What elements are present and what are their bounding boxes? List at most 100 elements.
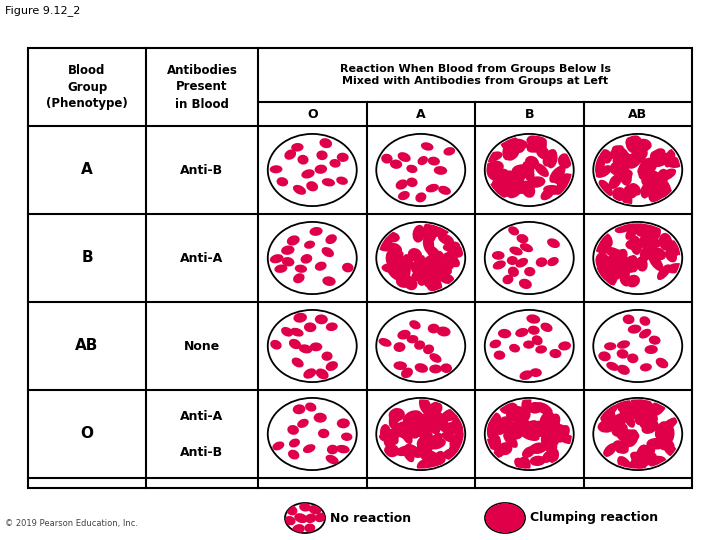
Ellipse shape bbox=[629, 459, 647, 470]
Ellipse shape bbox=[616, 154, 629, 173]
Ellipse shape bbox=[322, 178, 335, 186]
Ellipse shape bbox=[268, 310, 356, 382]
Ellipse shape bbox=[341, 433, 352, 441]
Ellipse shape bbox=[595, 165, 612, 178]
Ellipse shape bbox=[593, 155, 605, 173]
Ellipse shape bbox=[268, 310, 356, 382]
Ellipse shape bbox=[636, 444, 649, 462]
Ellipse shape bbox=[535, 345, 547, 354]
Ellipse shape bbox=[599, 268, 614, 288]
Ellipse shape bbox=[291, 143, 304, 152]
Ellipse shape bbox=[508, 186, 522, 198]
Ellipse shape bbox=[633, 399, 652, 410]
Ellipse shape bbox=[603, 443, 617, 457]
Ellipse shape bbox=[487, 519, 506, 530]
Ellipse shape bbox=[639, 329, 652, 339]
Ellipse shape bbox=[519, 279, 532, 289]
Ellipse shape bbox=[541, 322, 552, 332]
Ellipse shape bbox=[648, 253, 663, 271]
Ellipse shape bbox=[520, 243, 533, 252]
Ellipse shape bbox=[631, 150, 648, 165]
Ellipse shape bbox=[665, 249, 677, 262]
Text: B: B bbox=[524, 107, 534, 120]
Ellipse shape bbox=[513, 502, 526, 523]
Text: A: A bbox=[416, 107, 426, 120]
Ellipse shape bbox=[616, 396, 633, 411]
Ellipse shape bbox=[495, 507, 505, 521]
Ellipse shape bbox=[444, 252, 457, 271]
Ellipse shape bbox=[323, 276, 336, 286]
Ellipse shape bbox=[642, 420, 659, 434]
Ellipse shape bbox=[534, 163, 549, 177]
Ellipse shape bbox=[378, 400, 464, 469]
Ellipse shape bbox=[611, 263, 625, 280]
Ellipse shape bbox=[547, 257, 559, 266]
Ellipse shape bbox=[415, 363, 428, 373]
Ellipse shape bbox=[603, 255, 618, 268]
Ellipse shape bbox=[652, 153, 672, 167]
Ellipse shape bbox=[637, 456, 650, 470]
Ellipse shape bbox=[659, 233, 672, 251]
Ellipse shape bbox=[386, 249, 400, 268]
Ellipse shape bbox=[336, 445, 350, 454]
Ellipse shape bbox=[542, 450, 555, 463]
Ellipse shape bbox=[505, 146, 520, 161]
Ellipse shape bbox=[406, 165, 418, 173]
Text: Clumping reaction: Clumping reaction bbox=[530, 511, 658, 524]
Ellipse shape bbox=[292, 524, 305, 534]
Ellipse shape bbox=[512, 184, 528, 194]
Ellipse shape bbox=[281, 246, 294, 255]
Ellipse shape bbox=[640, 247, 661, 260]
Text: No reaction: No reaction bbox=[330, 511, 411, 524]
Ellipse shape bbox=[316, 368, 328, 380]
Ellipse shape bbox=[523, 164, 534, 182]
Ellipse shape bbox=[337, 153, 348, 162]
Ellipse shape bbox=[599, 235, 611, 253]
Ellipse shape bbox=[617, 364, 630, 375]
Ellipse shape bbox=[299, 345, 312, 354]
Ellipse shape bbox=[502, 509, 515, 525]
Ellipse shape bbox=[423, 262, 444, 273]
Ellipse shape bbox=[611, 251, 625, 265]
Ellipse shape bbox=[384, 433, 397, 447]
Ellipse shape bbox=[626, 137, 642, 153]
Ellipse shape bbox=[609, 145, 624, 159]
Ellipse shape bbox=[492, 260, 506, 269]
Ellipse shape bbox=[499, 176, 516, 190]
Ellipse shape bbox=[536, 138, 547, 152]
Ellipse shape bbox=[428, 420, 441, 435]
Ellipse shape bbox=[615, 169, 633, 181]
Ellipse shape bbox=[407, 335, 418, 343]
Ellipse shape bbox=[667, 240, 685, 255]
Ellipse shape bbox=[524, 423, 538, 436]
Ellipse shape bbox=[626, 238, 644, 250]
Ellipse shape bbox=[600, 149, 612, 164]
Ellipse shape bbox=[498, 442, 513, 455]
Ellipse shape bbox=[417, 272, 427, 286]
Ellipse shape bbox=[395, 264, 409, 281]
Ellipse shape bbox=[598, 180, 613, 197]
Ellipse shape bbox=[431, 266, 450, 276]
Ellipse shape bbox=[451, 418, 464, 434]
Ellipse shape bbox=[655, 421, 667, 439]
Ellipse shape bbox=[326, 322, 338, 331]
Ellipse shape bbox=[480, 516, 495, 529]
Text: A: A bbox=[81, 163, 93, 178]
Ellipse shape bbox=[504, 421, 518, 436]
Ellipse shape bbox=[613, 440, 629, 454]
Ellipse shape bbox=[604, 342, 616, 350]
Ellipse shape bbox=[664, 157, 683, 168]
Ellipse shape bbox=[593, 310, 683, 382]
Ellipse shape bbox=[402, 254, 413, 268]
Ellipse shape bbox=[400, 257, 411, 279]
Ellipse shape bbox=[639, 234, 652, 248]
Ellipse shape bbox=[325, 234, 337, 244]
Ellipse shape bbox=[305, 523, 315, 532]
Ellipse shape bbox=[486, 504, 499, 519]
Ellipse shape bbox=[513, 511, 525, 532]
Ellipse shape bbox=[505, 515, 521, 530]
Ellipse shape bbox=[626, 140, 641, 154]
Ellipse shape bbox=[544, 414, 560, 434]
Ellipse shape bbox=[433, 278, 442, 296]
Text: O: O bbox=[81, 427, 94, 442]
